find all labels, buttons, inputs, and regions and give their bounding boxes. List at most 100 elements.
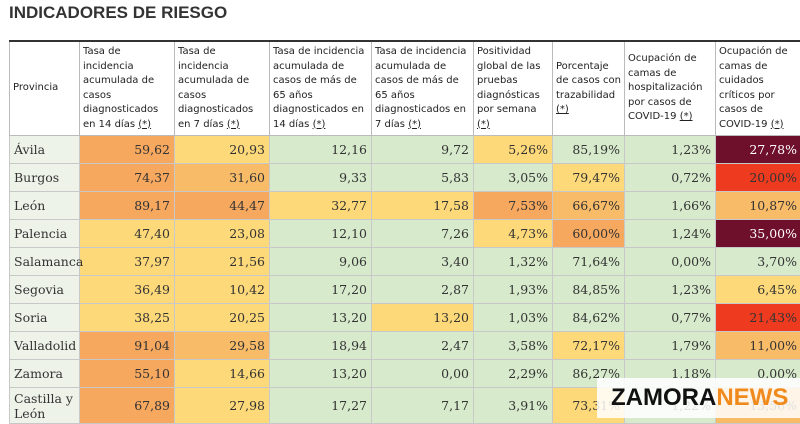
column-header: Tasa de incidencia acumulada de casos de… — [372, 41, 474, 136]
title: INDICADORES DE RIESGO — [9, 3, 227, 23]
cell: 66,67% — [553, 192, 625, 220]
header-text: Positividad global de las pruebas diagnó… — [477, 46, 540, 115]
column-header: Tasa de incidencia acumulada de casos di… — [175, 41, 270, 136]
cell: 20,93 — [175, 136, 270, 164]
cell: 10,87% — [716, 192, 800, 220]
header-text: Porcentaje de casos con trazabilidad — [556, 61, 621, 101]
cell: 32,77 — [270, 192, 372, 220]
header-text: Provincia — [13, 82, 58, 93]
header-note: (*) — [138, 119, 151, 130]
cell: 20,25 — [175, 304, 270, 332]
cell: 3,05% — [474, 164, 553, 192]
cell: 0,77% — [625, 304, 716, 332]
cell: 5,26% — [474, 136, 553, 164]
cell: 1,79% — [625, 332, 716, 360]
cell: 37,97 — [80, 248, 175, 276]
cell: 21,56 — [175, 248, 270, 276]
cell: 85,19% — [553, 136, 625, 164]
cell: 7,53% — [474, 192, 553, 220]
cell: 1,66% — [625, 192, 716, 220]
cell: 84,62% — [553, 304, 625, 332]
header-note: (*) — [313, 119, 326, 130]
cell: 71,64% — [553, 248, 625, 276]
cell: 1,03% — [474, 304, 553, 332]
cell: 29,58 — [175, 332, 270, 360]
cell: 27,78% — [716, 136, 800, 164]
cell: 72,17% — [553, 332, 625, 360]
cell: 1,93% — [474, 276, 553, 304]
column-header: Provincia — [10, 41, 80, 136]
cell: 1,32% — [474, 248, 553, 276]
cell: 0,00% — [625, 248, 716, 276]
cell: 36,49 — [80, 276, 175, 304]
cell: 9,72 — [372, 136, 474, 164]
cell: 12,16 — [270, 136, 372, 164]
cell: 13,20 — [270, 304, 372, 332]
province: Ávila — [10, 136, 80, 164]
cell: 11,00% — [716, 332, 800, 360]
watermark-left: ZAMORA — [611, 384, 716, 412]
province: Segovia — [10, 276, 80, 304]
header-text: Tasa de incidencia acumulada de casos de… — [375, 46, 466, 130]
province: Burgos — [10, 164, 80, 192]
cell: 9,33 — [270, 164, 372, 192]
cell: 2,87 — [372, 276, 474, 304]
cell: 10,42 — [175, 276, 270, 304]
cell: 59,62 — [80, 136, 175, 164]
cell: 17,27 — [270, 388, 372, 424]
cell: 13,20 — [372, 304, 474, 332]
province: Zamora — [10, 360, 80, 388]
cell: 18,94 — [270, 332, 372, 360]
header-text: Tasa de incidencia acumulada de casos de… — [273, 46, 364, 130]
cell: 60,00% — [553, 220, 625, 248]
cell: 47,40 — [80, 220, 175, 248]
cell: 0,00 — [372, 360, 474, 388]
cell: 17,20 — [270, 276, 372, 304]
cell: 0,72% — [625, 164, 716, 192]
cell: 6,45% — [716, 276, 800, 304]
column-header: Positividad global de las pruebas diagnó… — [474, 41, 553, 136]
cell: 1,23% — [625, 276, 716, 304]
cell: 2,47 — [372, 332, 474, 360]
cell: 17,58 — [372, 192, 474, 220]
watermark-right: NEWS — [716, 384, 788, 412]
header-text: Ocupación de camas de cuidados críticos … — [719, 46, 788, 130]
province: León — [10, 192, 80, 220]
cell: 38,25 — [80, 304, 175, 332]
cell: 9,06 — [270, 248, 372, 276]
cell: 12,10 — [270, 220, 372, 248]
cell: 5,83 — [372, 164, 474, 192]
cell: 79,47% — [553, 164, 625, 192]
column-header: Tasa de incidencia acumulada de casos di… — [80, 41, 175, 136]
column-header: Porcentaje de casos con trazabilidad (*) — [553, 41, 625, 136]
cell: 4,73% — [474, 220, 553, 248]
header-note: (*) — [408, 119, 421, 130]
cell: 31,60 — [175, 164, 270, 192]
cell: 7,26 — [372, 220, 474, 248]
column-header: Ocupación de camas de cuidados críticos … — [716, 41, 800, 136]
cell: 23,08 — [175, 220, 270, 248]
risk-table: Provincia Tasa de incidencia acumulada de… — [9, 40, 800, 424]
header-note: (*) — [680, 111, 693, 122]
cell: 13,20 — [270, 360, 372, 388]
cell: 44,47 — [175, 192, 270, 220]
cell: 89,17 — [80, 192, 175, 220]
header-note: (*) — [556, 104, 569, 115]
cell: 7,17 — [372, 388, 474, 424]
cell: 74,37 — [80, 164, 175, 192]
province: Palencia — [10, 220, 80, 248]
cell: 2,29% — [474, 360, 553, 388]
cell: 35,00% — [716, 220, 800, 248]
cell: 14,66 — [175, 360, 270, 388]
column-header: Tasa de incidencia acumulada de casos de… — [270, 41, 372, 136]
